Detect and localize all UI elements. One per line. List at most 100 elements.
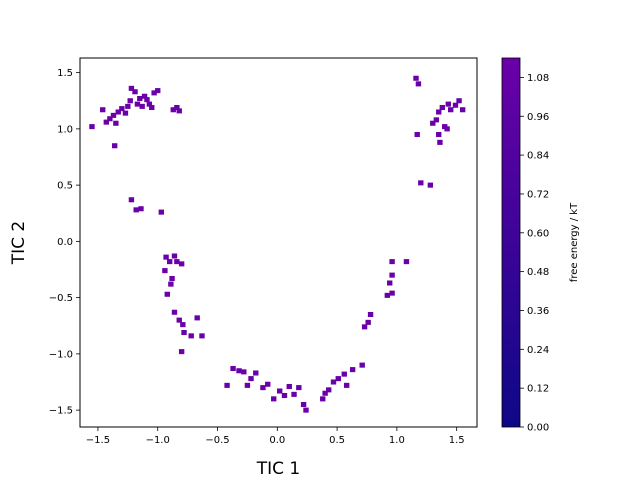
- heatmap-cell: [100, 107, 106, 113]
- x-tick-label: −1.0: [146, 435, 170, 446]
- heatmap-cell: [133, 207, 139, 213]
- x-axis: −1.5 −1.0 −0.5 0.0 0.5 1.0 1.5: [86, 427, 465, 446]
- heatmap-cell: [181, 329, 187, 336]
- plot-area: [79, 57, 478, 428]
- plot-background: [80, 58, 477, 427]
- heatmap-cell: [389, 259, 395, 265]
- heatmap-cell: [448, 107, 454, 113]
- heatmap-cell: [141, 93, 148, 99]
- heatmap-cell: [387, 280, 393, 286]
- heatmap-cell: [107, 116, 113, 122]
- heatmap-cell: [111, 143, 118, 149]
- heatmap-cell: [436, 109, 442, 115]
- heatmap-cell: [300, 401, 307, 408]
- y-tick-label: −0.5: [49, 293, 73, 304]
- heatmap-cell: [403, 259, 410, 265]
- heatmap-cell: [169, 275, 175, 282]
- heatmap-cell: [444, 126, 450, 132]
- colorbar-tick-label: 0.48: [527, 267, 549, 278]
- heatmap-cell: [260, 385, 266, 391]
- colorbar-tick-label: 1.08: [527, 73, 549, 84]
- heatmap-cell: [326, 387, 332, 393]
- heatmap-cell: [343, 382, 350, 388]
- x-tick-label: −1.5: [86, 435, 110, 446]
- colorbar-tick-label: 0.96: [527, 112, 549, 123]
- heatmap-cell: [199, 333, 205, 339]
- heatmap-cell: [291, 391, 297, 397]
- colorbar-tick-label: 0.12: [527, 384, 549, 395]
- heatmap-cell: [194, 315, 200, 321]
- heatmap-cell: [439, 104, 446, 111]
- heatmap-cell: [281, 392, 288, 399]
- heatmap-cell: [456, 98, 462, 104]
- heatmap-cell: [361, 324, 368, 330]
- heatmap-cell: [125, 103, 131, 109]
- colorbar-tick-label: 0.00: [527, 423, 549, 434]
- heatmap-cell: [415, 81, 422, 87]
- heatmap-cell: [162, 268, 168, 274]
- y-tick-label: 1.0: [57, 124, 73, 135]
- heatmap-cell: [414, 131, 420, 138]
- heatmap-cell: [164, 291, 170, 297]
- heatmap-cell: [224, 382, 230, 388]
- heatmap-cell: [296, 385, 302, 391]
- heatmap-cell: [322, 390, 328, 396]
- heatmap-cell: [241, 369, 247, 375]
- heatmap-cell: [113, 120, 119, 126]
- colorbar-tick-label: 0.72: [527, 189, 549, 200]
- colorbar-tick-label: 0.36: [527, 306, 549, 317]
- heatmap-cell: [286, 383, 292, 390]
- y-axis-label: TIC 2: [9, 221, 29, 266]
- y-tick-label: 0.5: [57, 181, 73, 192]
- x-axis-label: TIC 1: [256, 459, 301, 479]
- heatmap-cell: [427, 182, 434, 188]
- heatmap-cell: [137, 95, 143, 102]
- heatmap-cell: [178, 349, 185, 355]
- heatmap-cell: [349, 367, 356, 373]
- heatmap-cells: [89, 75, 466, 413]
- heatmap-cell: [110, 112, 117, 118]
- heatmap-cell: [174, 259, 180, 265]
- heatmap-cell: [389, 290, 395, 296]
- heatmap-cell: [230, 365, 236, 372]
- colorbar-label: free energy / kT: [569, 202, 580, 282]
- colorbar-ticks: 0.00 0.12 0.24 0.36 0.48 0.60 0.72 0.84 0.96 1.08: [520, 73, 549, 434]
- y-tick-label: −1.5: [49, 406, 73, 417]
- y-axis: −1.5 −1.0 −0.5 0.0 0.5 1.0 1.5: [49, 68, 80, 417]
- heatmap-cell: [171, 253, 178, 259]
- heatmap-cell: [365, 319, 371, 325]
- heatmap-cell: [170, 107, 176, 113]
- heatmap-cell: [180, 322, 186, 328]
- heatmap-cell: [115, 109, 121, 115]
- heatmap-cell: [437, 139, 443, 145]
- heatmap-cell: [149, 104, 155, 111]
- heatmap-cell: [134, 101, 141, 107]
- heatmap-cell: [236, 368, 242, 374]
- heatmap-cell: [433, 117, 440, 123]
- heatmap-cell: [359, 362, 365, 368]
- heatmap-cell: [367, 311, 374, 318]
- colorbar-gradient: [501, 57, 521, 428]
- heatmap-cell: [188, 333, 194, 339]
- heatmap-cell: [436, 131, 442, 138]
- plot-frame: [79, 57, 478, 428]
- heatmap-cell: [430, 120, 436, 126]
- heatmap-cell: [127, 98, 133, 104]
- heatmap-cell: [176, 317, 182, 323]
- heatmap-cell: [413, 75, 419, 81]
- heatmap-cell: [459, 107, 466, 113]
- heatmap-cell: [168, 281, 174, 287]
- x-tick-label: 0.5: [329, 435, 345, 446]
- heatmap-cell: [176, 108, 182, 114]
- x-tick-label: 1.5: [449, 435, 465, 446]
- heatmap-cell: [103, 119, 109, 125]
- heatmap-cell: [265, 381, 271, 387]
- heatmap-cell: [341, 371, 347, 377]
- colorbar-tick-label: 0.60: [527, 228, 549, 239]
- x-tick-label: 1.0: [389, 435, 405, 446]
- heatmap-cell: [171, 309, 178, 315]
- heatmap-cell: [330, 379, 337, 385]
- heatmap-cell: [271, 396, 277, 402]
- x-tick-label: −0.5: [205, 435, 229, 446]
